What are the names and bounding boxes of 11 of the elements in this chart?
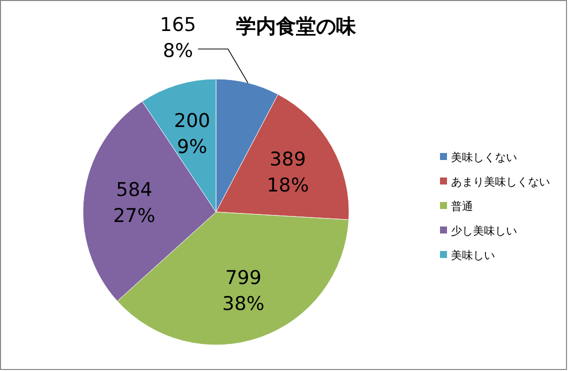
legend-label: あまり美味しくない <box>451 176 550 188</box>
data-label: 799 38% <box>222 266 264 315</box>
chart-title: 学内食堂の味 <box>236 14 357 38</box>
legend-label: 美味しい <box>451 249 495 262</box>
data-label: 584 27% <box>113 178 156 227</box>
legend-label: 美味しくない <box>451 151 517 164</box>
data-label: 165 8% <box>160 14 196 62</box>
legend-label: 少し美味しい <box>451 224 517 238</box>
data-label: 200 9% <box>174 110 210 158</box>
data-label: 389 18% <box>266 148 309 196</box>
legend-label: 普通 <box>451 200 473 213</box>
